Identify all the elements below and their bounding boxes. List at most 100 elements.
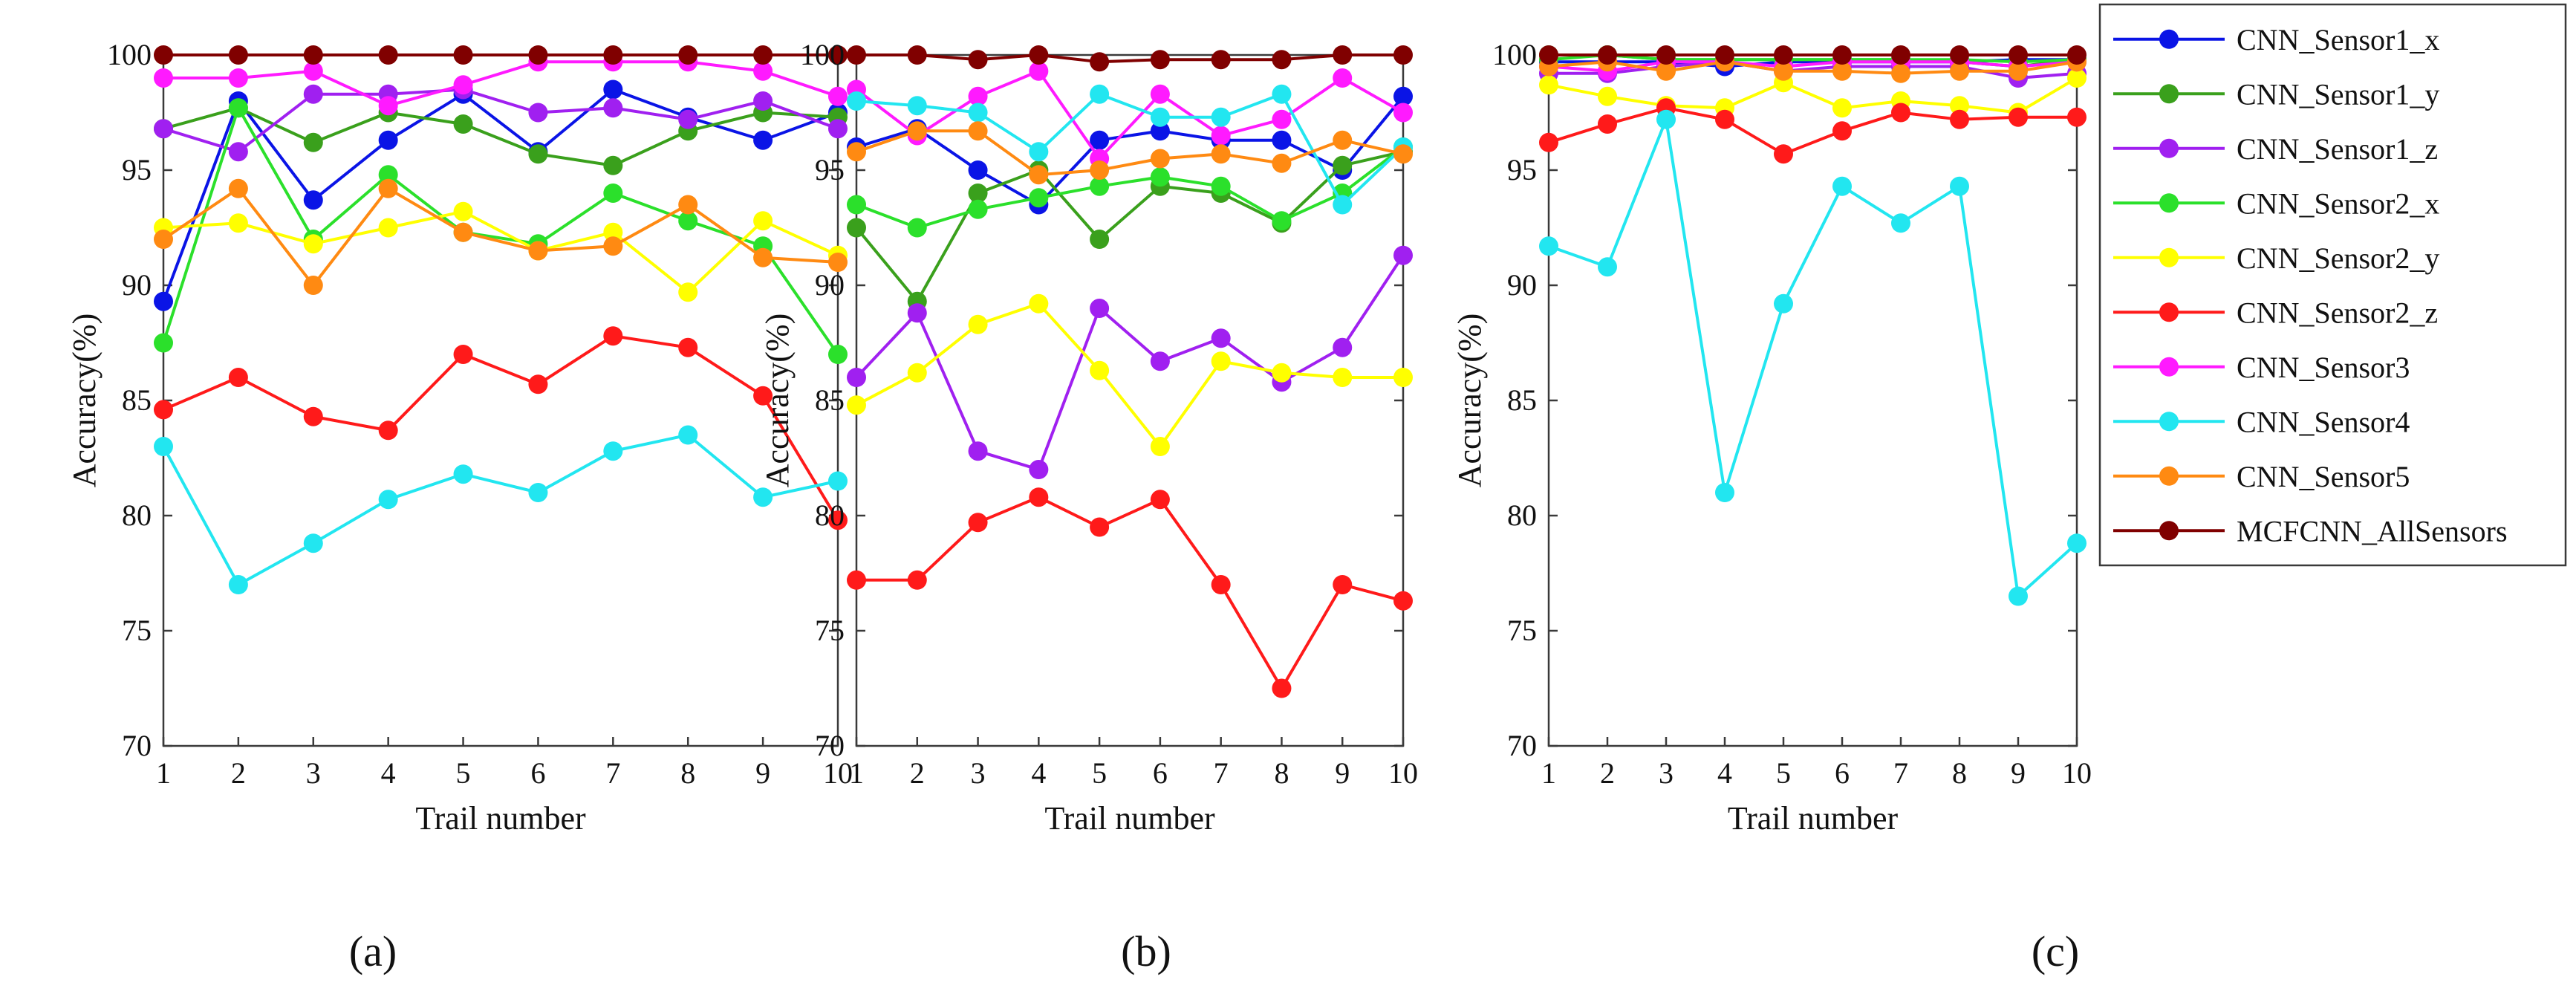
y-tick-label: 70: [122, 729, 152, 762]
data-point: [1150, 50, 1170, 70]
data-point: [378, 178, 398, 198]
data-point: [378, 218, 398, 238]
data-point: [828, 345, 848, 364]
data-point: [753, 130, 773, 150]
x-tick-label: 1: [156, 756, 171, 790]
data-point: [303, 533, 323, 553]
x-axis-label: Trail number: [1044, 800, 1215, 837]
data-point: [228, 213, 248, 233]
chart-panel-3: 70 75 80 85 90 95 100 1 2 3 4 5 6 7 8 9 10 Trail number Ac…: [1451, 38, 2092, 975]
data-point: [1211, 176, 1231, 196]
data-point: [154, 400, 173, 420]
legend-entry-label: CNN_Sensor1_z: [2237, 132, 2438, 166]
series-cnn-sensor2-z: [154, 326, 848, 530]
data-point: [1211, 328, 1231, 348]
data-point: [1090, 360, 1110, 380]
data-point: [1211, 144, 1231, 164]
data-point: [453, 464, 473, 484]
data-point: [1211, 575, 1231, 594]
data-point: [378, 96, 398, 116]
data-point: [753, 91, 773, 111]
x-tick-label: 7: [1214, 756, 1229, 790]
y-tick-label: 75: [1507, 614, 1537, 647]
data-point: [1598, 257, 1617, 277]
data-point: [1211, 351, 1231, 371]
data-point: [1029, 61, 1049, 81]
data-point: [453, 75, 473, 95]
data-point: [2009, 107, 2028, 127]
data-point: [1090, 52, 1110, 72]
data-point: [1715, 483, 1734, 502]
y-tick-label: 85: [122, 383, 152, 417]
data-point: [968, 50, 988, 70]
data-point: [2009, 45, 2028, 65]
data-point: [1090, 230, 1110, 249]
data-point: [1393, 144, 1413, 164]
series-line: [162, 104, 839, 356]
data-point: [603, 98, 623, 118]
x-tick-label: 5: [1776, 756, 1791, 790]
data-point: [1272, 211, 1292, 231]
x-tick-label: 6: [530, 756, 545, 790]
data-point: [1333, 130, 1353, 150]
series-mcfcnn-allsensors: [847, 45, 1413, 72]
data-point: [678, 425, 698, 445]
series-line: [856, 129, 1404, 177]
x-tick-label: 4: [381, 756, 396, 790]
data-point: [154, 45, 173, 65]
data-point: [1891, 103, 1910, 123]
data-point: [1598, 114, 1617, 134]
data-point: [1774, 144, 1793, 164]
data-point: [1393, 368, 1413, 387]
series-line: [163, 210, 839, 294]
data-point: [968, 184, 988, 203]
data-point: [753, 247, 773, 267]
data-point: [847, 368, 866, 387]
y-tick-label: 85: [1507, 383, 1537, 417]
legend-entry-label: CNN_Sensor5: [2237, 460, 2410, 493]
data-point: [1029, 460, 1049, 479]
data-point: [1393, 86, 1413, 106]
data-point: [1150, 121, 1170, 141]
data-point: [753, 45, 773, 65]
data-point: [603, 184, 623, 203]
legend-entry-label: CNN_Sensor4: [2237, 405, 2410, 438]
series-line: [856, 302, 1403, 449]
data-point: [1272, 678, 1292, 698]
data-point: [1832, 121, 1852, 141]
data-point: [603, 326, 623, 346]
x-tick-label: 4: [1031, 756, 1046, 790]
x-tick-label: 10: [1388, 756, 1418, 790]
data-point: [1656, 109, 1676, 129]
series-line: [1548, 53, 2078, 64]
series-line: [1548, 114, 2078, 600]
data-point: [303, 84, 323, 104]
legend-swatch-marker: [2159, 193, 2179, 213]
data-point: [154, 291, 173, 311]
series-line: [855, 254, 1405, 472]
data-point: [528, 374, 548, 394]
panel-label: (b): [1121, 927, 1171, 975]
series-line: [855, 150, 1404, 305]
data-point: [1150, 351, 1170, 371]
y-tick-label: 95: [1507, 153, 1537, 186]
data-point: [528, 45, 548, 65]
data-point: [2009, 586, 2028, 606]
data-point: [378, 45, 398, 65]
data-point: [1090, 84, 1110, 104]
x-tick-label: 2: [231, 756, 246, 790]
data-point: [753, 386, 773, 406]
x-axis-label: Trail number: [415, 800, 586, 837]
data-point: [1333, 155, 1353, 175]
data-point: [378, 165, 398, 185]
data-point: [603, 45, 623, 65]
data-point: [753, 211, 773, 231]
data-point: [1539, 132, 1558, 152]
data-point: [1211, 50, 1231, 70]
data-point: [828, 471, 848, 491]
legend-entry-label: CNN_Sensor3: [2237, 351, 2410, 384]
data-point: [1150, 84, 1170, 104]
data-point: [753, 487, 773, 507]
series-line: [856, 95, 1405, 207]
